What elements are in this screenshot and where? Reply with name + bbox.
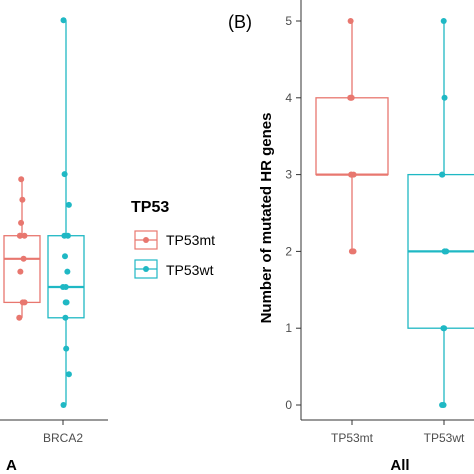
panel-a-tp53mt-point bbox=[19, 196, 26, 203]
panel-b-y-tick-label: 4 bbox=[285, 91, 292, 105]
panel-b-tp53mt-point bbox=[348, 171, 355, 178]
panel-a-tp53wt-point bbox=[64, 268, 71, 275]
panel-b-label: (B) bbox=[228, 12, 252, 32]
panel-b-y-tick-label: 3 bbox=[285, 168, 292, 182]
panel-a-title: A bbox=[6, 457, 17, 474]
panel-a-tp53wt-point bbox=[62, 299, 69, 306]
panel-a-tp53wt-point bbox=[60, 284, 67, 291]
panel-b-tp53mt-point bbox=[350, 248, 357, 255]
panel-b-tp53wt-point bbox=[441, 94, 448, 101]
panel-a-tp53wt-point bbox=[61, 171, 68, 178]
panel-a-tp53mt-point bbox=[16, 314, 23, 321]
panel-b-tp53wt-point bbox=[439, 171, 446, 178]
panel-a-tp53mt-point bbox=[21, 232, 28, 239]
panel-b-tp53wt-point bbox=[440, 18, 447, 24]
panel-b-tp53mt-point bbox=[347, 18, 354, 24]
panel-a-tp53wt-point bbox=[61, 253, 68, 260]
panel-b-tp53mt-point bbox=[347, 94, 354, 101]
panel-b-tp53wt-point bbox=[440, 402, 447, 408]
panel-a-tp53wt-point bbox=[62, 314, 69, 321]
panel-a-tp53mt-point bbox=[17, 268, 24, 275]
panel-a-tp53mt-box bbox=[3, 235, 41, 304]
legend-title: TP53 bbox=[131, 199, 169, 216]
legend-label-tp53mt: TP53mt bbox=[166, 232, 215, 248]
panel-a-tp53wt-point bbox=[65, 371, 72, 378]
panel-a-tp53wt-box bbox=[47, 235, 85, 319]
panel-b-y-tick-label: 2 bbox=[285, 244, 292, 258]
panel-a: BRCA2 A bbox=[0, 419, 108, 474]
panel-b-y-tick-label: 0 bbox=[285, 398, 292, 412]
panel-b-y-tick-label: 5 bbox=[285, 14, 292, 28]
panel-a-tp53wt-point bbox=[60, 402, 67, 408]
panel-a-tp53wt-point bbox=[64, 232, 71, 239]
panel-a-tp53mt-point bbox=[21, 299, 28, 306]
panel-a-tp53mt-point bbox=[18, 176, 25, 183]
panel-b-tp53mt-box bbox=[315, 97, 389, 176]
panel-a-tp53wt-point bbox=[63, 345, 70, 352]
legend-item-tp53mt: TP53mt bbox=[134, 230, 215, 250]
panel-b: (B) Number of mutated HR genes All 0 1 2 3 4… bbox=[228, 0, 474, 474]
panel-b-x-tick-label: TP53mt bbox=[331, 431, 374, 445]
legend-item-tp53wt: TP53wt bbox=[134, 259, 214, 279]
panel-a-tp53mt-point bbox=[18, 219, 25, 226]
panel-a-tp53wt-point bbox=[60, 17, 67, 24]
panel-a-category-label: BRCA2 bbox=[43, 431, 83, 445]
panel-b-tp53wt-point bbox=[441, 248, 448, 255]
panel-a-tp53mt-point bbox=[17, 232, 24, 239]
panel-b-x-tick-label: TP53wt bbox=[424, 431, 465, 445]
legend: TP53 TP53mt TP53wt bbox=[131, 199, 215, 279]
panel-a-tp53wt-point bbox=[65, 201, 72, 208]
legend-label-tp53wt: TP53wt bbox=[166, 262, 214, 278]
panel-b-y-tick-label: 1 bbox=[285, 321, 292, 335]
panel-b-y-axis-title: Number of mutated HR genes bbox=[258, 113, 275, 324]
panel-b-tp53wt-point bbox=[441, 325, 448, 332]
panel-b-title: All bbox=[390, 457, 409, 474]
panel-a-tp53mt-point bbox=[20, 255, 27, 262]
